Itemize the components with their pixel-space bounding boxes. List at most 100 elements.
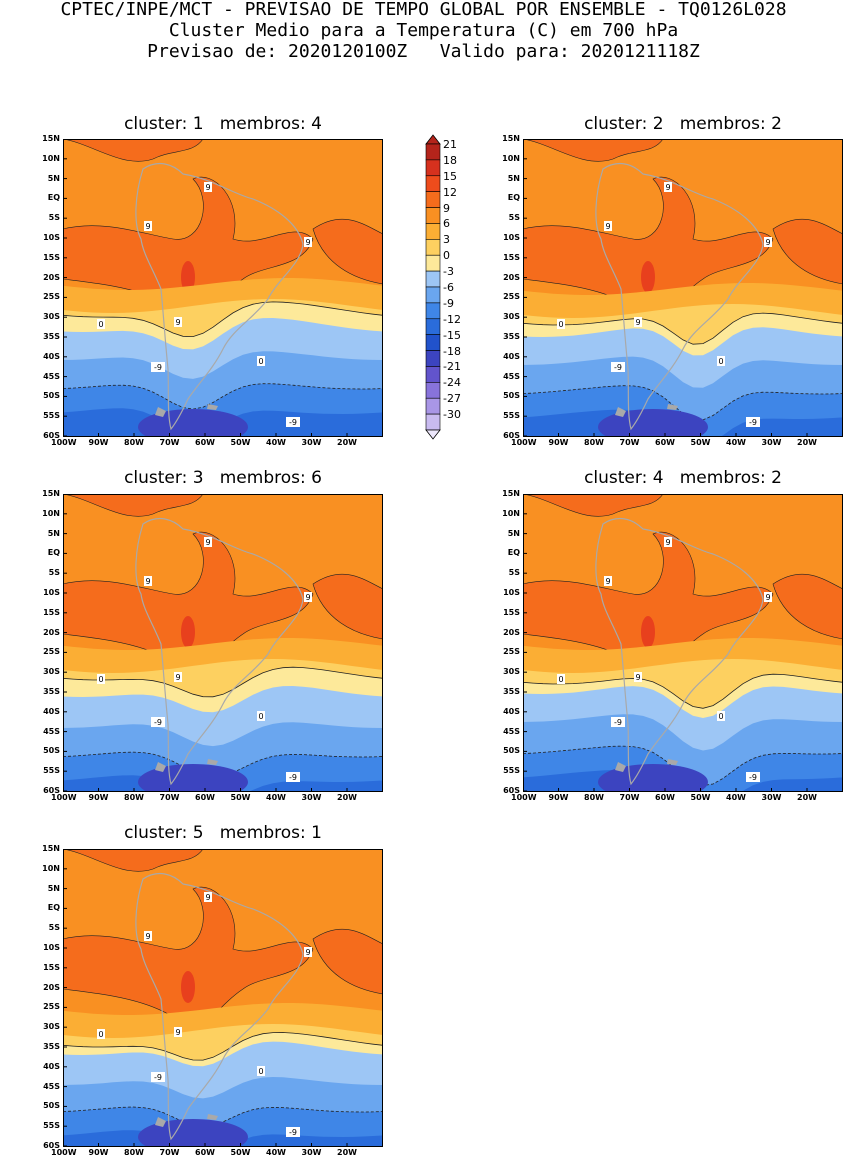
lat-label: 20S: [43, 627, 60, 637]
lat-label: 40S: [503, 351, 520, 361]
lat-label: 15N: [502, 489, 520, 498]
contour-label: 0: [718, 712, 723, 721]
contour-label: 9: [175, 1028, 180, 1037]
contour-label: -9: [154, 718, 162, 727]
colorbar-swatch: [425, 302, 441, 320]
contour-label: 9: [665, 183, 670, 192]
lat-label: EQ: [507, 548, 520, 558]
lat-label: 5S: [48, 923, 60, 933]
lat-label: 15S: [503, 607, 520, 617]
lon-label: 90W: [88, 438, 109, 447]
lat-label: 50S: [503, 746, 520, 756]
contour-label: -9: [154, 363, 162, 372]
contour-label-bg: [286, 417, 300, 427]
contour-label: 0: [558, 320, 563, 329]
lon-label: 40W: [726, 793, 746, 802]
lon-label: 20W: [337, 1148, 357, 1157]
lon-label: 90W: [88, 1148, 109, 1157]
contour-label-bg: [746, 772, 760, 782]
lat-label: 35S: [503, 332, 520, 341]
band-15-core: [181, 616, 195, 648]
contour-label-bg: [634, 672, 642, 682]
colorbar-swatch: [425, 318, 441, 335]
lon-label: 90W: [548, 793, 569, 802]
colorbar-label: -30: [443, 408, 461, 422]
lon-label: 70W: [619, 438, 640, 447]
contour-label-bg: [151, 362, 165, 372]
lat-label: 50S: [43, 746, 60, 756]
lat-label: 40S: [43, 1061, 60, 1071]
contour-label-bg: [611, 717, 625, 727]
lon-label: 20W: [337, 793, 357, 802]
colorbar-label: -12: [443, 312, 461, 326]
contour-label-bg: [304, 947, 312, 957]
lon-label: 60W: [195, 793, 215, 802]
contour-label-bg: [97, 1029, 105, 1039]
islands: [155, 404, 218, 417]
colorbar-label: -6: [443, 281, 454, 294]
contour-label: 0: [98, 675, 103, 684]
lat-label: 35S: [503, 687, 520, 696]
panel-title: cluster: 2 membros: 2: [584, 114, 782, 134]
lat-label: 15N: [42, 489, 60, 498]
lon-label: 30W: [761, 793, 782, 802]
lat-label: 55S: [43, 1121, 60, 1131]
contour-label: -9: [289, 418, 297, 427]
map-frame: [63, 139, 383, 437]
lon-label: 60W: [655, 793, 675, 802]
contour-label: 9: [205, 538, 210, 547]
contour-label-bg: [144, 576, 152, 586]
colorbar-swatch: [425, 239, 441, 256]
contour-label-bg: [304, 237, 312, 247]
contour-label: 9: [175, 318, 180, 327]
panel-title: cluster: 4 membros: 2: [584, 468, 782, 488]
contour-label: 9: [175, 673, 180, 682]
contour-label: 0: [98, 320, 103, 329]
lat-label: 5S: [48, 213, 60, 223]
lon-label: 80W: [124, 793, 144, 802]
lon-label: 40W: [266, 1148, 286, 1157]
lat-label: 30S: [43, 1022, 60, 1032]
lon-label: 80W: [124, 438, 144, 447]
band-minus-18-patch: [138, 1119, 248, 1147]
lat-label: 55S: [503, 411, 520, 421]
contour-label: -9: [614, 363, 622, 372]
temperature-map: 9 9 9 9 0 0 -9 -9: [63, 494, 383, 792]
contour-label-bg: [97, 319, 105, 329]
contour-label: -9: [289, 1128, 297, 1137]
lat-label: 5N: [47, 883, 60, 893]
lat-label: 5S: [48, 568, 60, 578]
islands: [155, 1114, 218, 1127]
lon-label: 50W: [230, 1148, 251, 1157]
lon-label: 30W: [301, 1148, 322, 1157]
contour-0: [63, 301, 383, 338]
contour-label: -9: [614, 718, 622, 727]
panel-title: cluster: 1 membros: 4: [124, 114, 322, 134]
lon-label: 30W: [301, 793, 322, 802]
contour-label-bg: [144, 931, 152, 941]
lat-label: EQ: [507, 193, 520, 203]
lat-label: 50S: [503, 391, 520, 401]
contour-label-bg: [97, 674, 105, 684]
contour-label-bg: [746, 417, 760, 427]
colorbar-label: 15: [443, 169, 457, 183]
contour-label: 0: [718, 357, 723, 366]
lat-label: 5N: [507, 528, 520, 538]
lon-label: 70W: [619, 793, 640, 802]
lat-label: 5S: [508, 213, 520, 223]
lat-label: 25S: [503, 292, 520, 302]
lon-label: 50W: [690, 438, 711, 447]
lat-label: 5S: [508, 568, 520, 578]
lat-label: 25S: [503, 647, 520, 657]
lat-label: 10N: [502, 508, 520, 518]
band-15-core: [641, 261, 655, 293]
contour-0: [523, 673, 843, 709]
islands: [615, 404, 678, 417]
contour-label: 0: [258, 1067, 263, 1076]
colorbar-swatch: [425, 175, 441, 192]
band-15-core: [641, 616, 655, 648]
temperature-map: 9 9 9 9 0 0 -9 -9: [63, 849, 383, 1147]
colorbar-swatch: [425, 413, 441, 431]
lat-label: 5N: [507, 173, 520, 183]
panel-title: cluster: 5 membros: 1: [124, 823, 322, 843]
